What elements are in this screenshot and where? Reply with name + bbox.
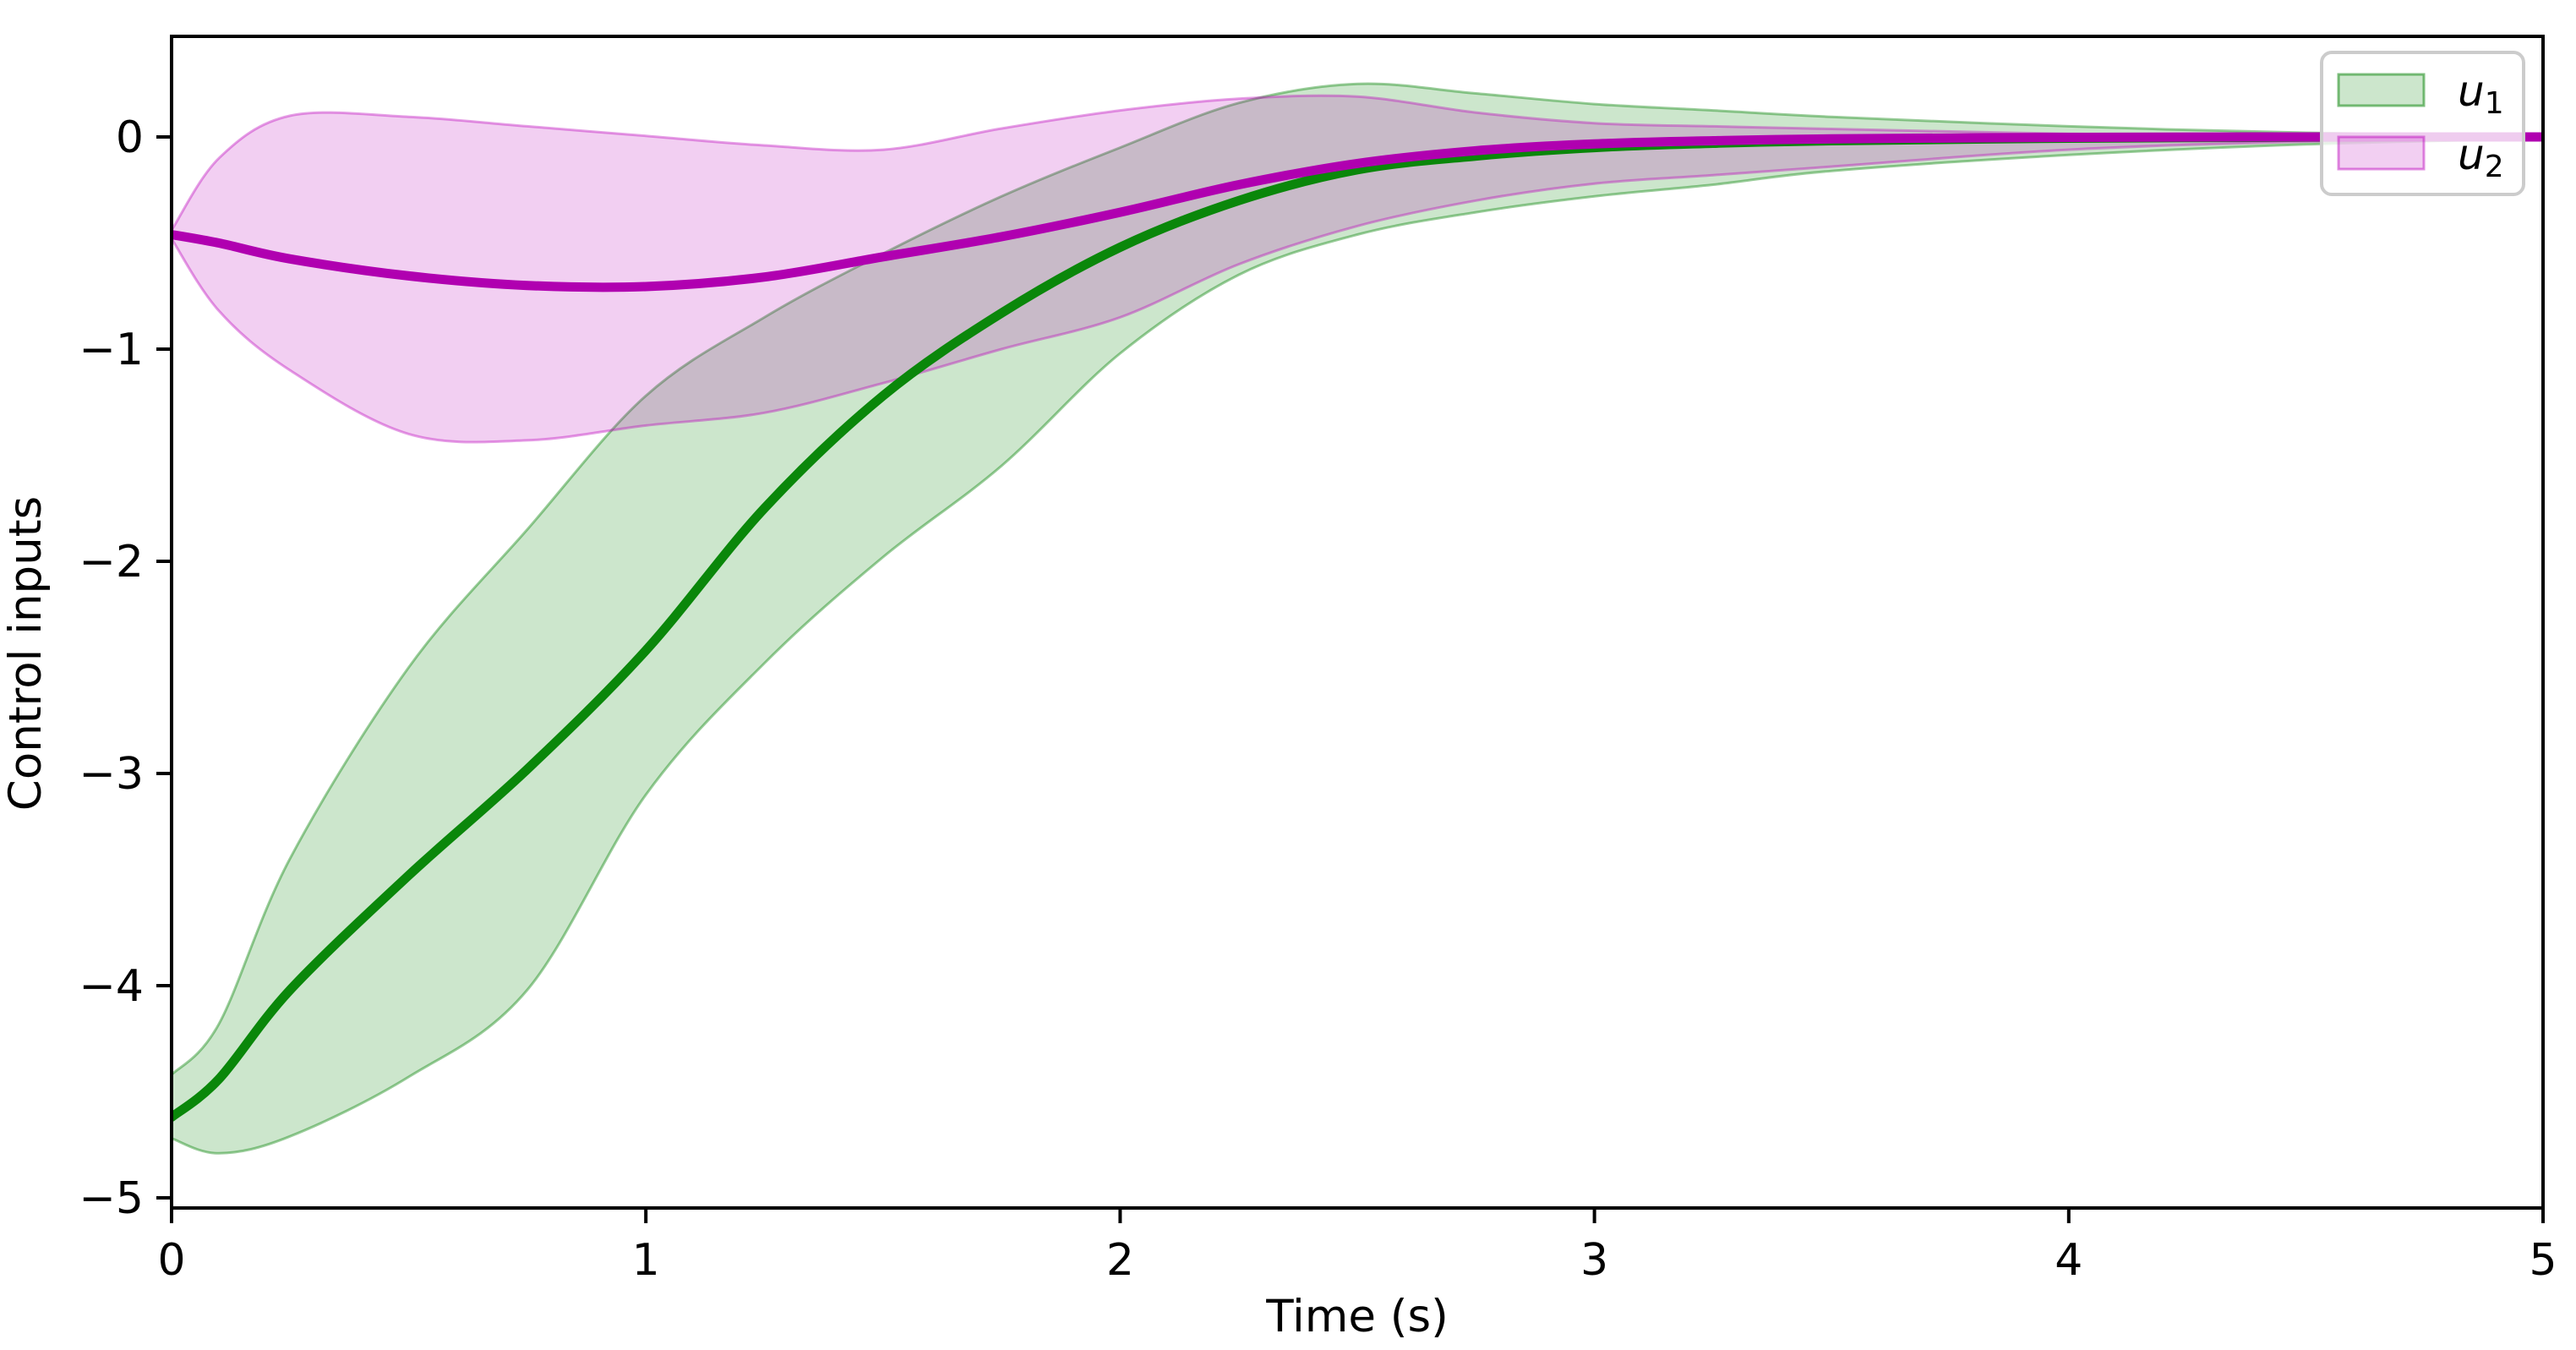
y-tick-label: −2 [79, 537, 144, 588]
legend-box [2320, 51, 2525, 196]
legend-patch-u2 [2337, 135, 2426, 171]
y-tick-label: −1 [79, 325, 144, 375]
legend-patch-u1 [2337, 73, 2426, 107]
y-axis-label: Control inputs [0, 496, 52, 811]
x-axis-ticks: 0 1 2 3 4 5 [157, 1208, 2557, 1286]
x-tick-label: 3 [1580, 1235, 1608, 1286]
y-axis-ticks: 0 −1 −2 −3 −4 −5 [79, 112, 172, 1224]
plot-frame [170, 35, 2545, 1210]
legend-label-u1-var: u [2458, 67, 2485, 116]
legend-label-u2: u2 [2458, 130, 2504, 184]
x-axis-label: Time (s) [1265, 1291, 1449, 1342]
mean-lines-layer [172, 132, 2543, 1123]
x-tick-label: 4 [2055, 1235, 2082, 1286]
x-tick-label: 5 [2529, 1235, 2557, 1286]
y-tick-label: 0 [116, 112, 144, 163]
legend-label-u2-sub: 2 [2485, 150, 2504, 184]
legend-label-u2-var: u [2458, 130, 2485, 179]
series-u2-mean-line [172, 132, 2543, 292]
y-tick-label: −5 [79, 1173, 144, 1224]
y-tick-label: −3 [79, 749, 144, 800]
legend-label-u1-sub: 1 [2485, 86, 2504, 121]
y-tick-label: −4 [79, 961, 144, 1012]
x-tick-label: 0 [157, 1235, 185, 1286]
x-tick-label: 2 [1106, 1235, 1134, 1286]
legend: u1 u2 [2320, 51, 2525, 196]
x-tick-label: 1 [632, 1235, 660, 1286]
plot-area [172, 36, 2543, 1208]
legend-label-u1: u1 [2458, 67, 2504, 121]
